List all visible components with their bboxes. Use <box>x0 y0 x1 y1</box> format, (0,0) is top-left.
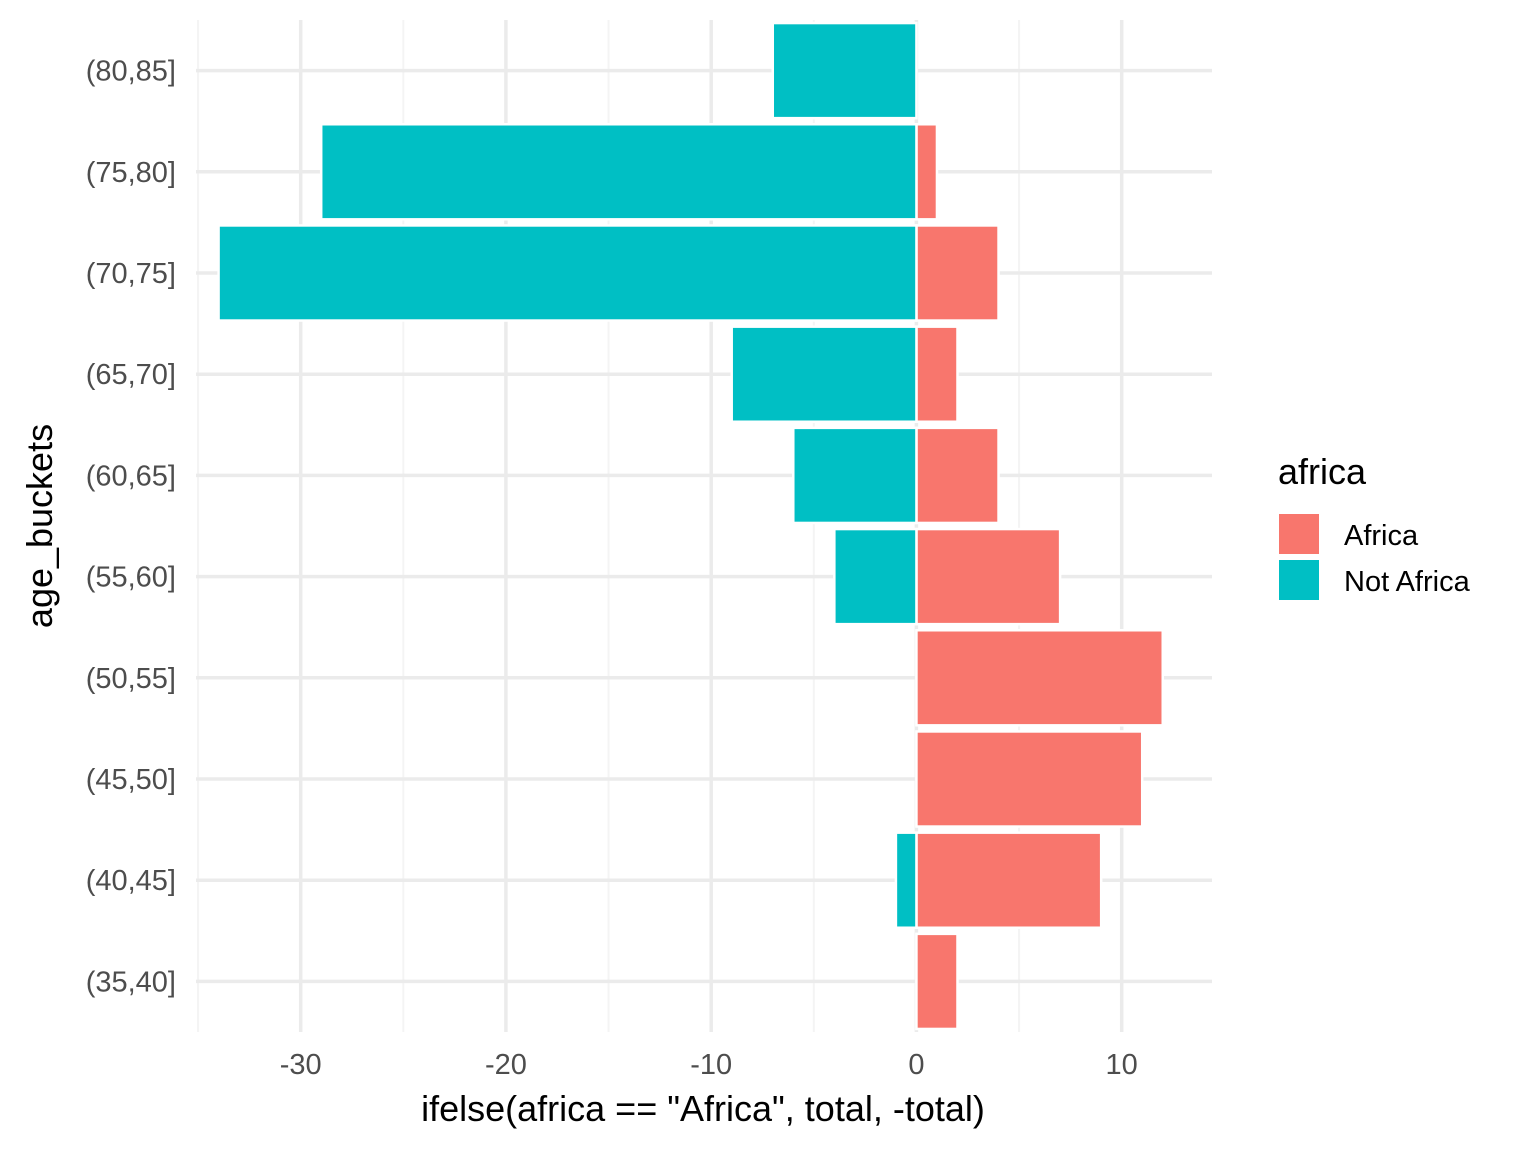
y-tick-label: (35,40] <box>86 966 176 998</box>
y-tick-label: (60,65] <box>86 460 176 492</box>
legend: africa Africa Not Africa <box>1278 451 1471 600</box>
bar-africa-0 <box>915 932 959 1031</box>
y-tick-label: (40,45] <box>86 865 176 897</box>
bar-not-africa-6 <box>730 325 918 423</box>
y-tick-label: (45,50] <box>86 764 176 796</box>
x-tick-label: 0 <box>908 1049 924 1081</box>
bar-africa-7 <box>915 224 1000 322</box>
bar-not-africa-7 <box>217 224 918 322</box>
legend-label: Africa <box>1344 520 1419 552</box>
x-tick-label: -30 <box>280 1049 322 1081</box>
y-axis-title: age_buckets <box>19 424 60 628</box>
y-tick-label: (55,60] <box>86 562 176 594</box>
bar-africa-6 <box>915 325 959 423</box>
x-axis-title: ifelse(africa == "Africa", total, -total… <box>421 1088 985 1129</box>
y-axis-tick-labels: (35,40] (40,45] (45,50] (50,55] (55,60] (60,6… <box>86 56 176 999</box>
x-tick-label: -10 <box>690 1049 732 1081</box>
y-tick-label: (65,70] <box>86 359 176 391</box>
y-tick-label: (50,55] <box>86 663 176 695</box>
x-axis-tick-labels: -30 -20 -10 0 10 <box>280 1049 1138 1081</box>
bar-africa-3 <box>915 629 1164 727</box>
legend-title: africa <box>1278 451 1367 492</box>
legend-items: Africa Not Africa <box>1279 514 1471 600</box>
legend-key-not-africa <box>1279 560 1319 600</box>
x-tick-label: -20 <box>485 1049 527 1081</box>
bar-africa-4 <box>915 527 1062 626</box>
bar-africa-8 <box>915 123 939 221</box>
bar-not-africa-1 <box>894 831 918 929</box>
bar-africa-1 <box>915 831 1103 929</box>
y-tick-label: (75,80] <box>86 157 176 189</box>
bar-not-africa-5 <box>792 426 918 525</box>
bar-not-africa-8 <box>319 123 918 221</box>
legend-key-africa <box>1279 514 1319 554</box>
y-tick-label: (70,75] <box>86 258 176 290</box>
bar-not-africa-9 <box>771 21 918 120</box>
bars <box>217 21 1164 1031</box>
bar-africa-5 <box>915 426 1000 525</box>
bar-not-africa-4 <box>833 527 918 626</box>
bar-africa-2 <box>915 730 1144 828</box>
legend-label: Not Africa <box>1344 566 1471 598</box>
y-tick-label: (80,85] <box>86 56 176 88</box>
x-tick-label: 10 <box>1106 1049 1138 1081</box>
